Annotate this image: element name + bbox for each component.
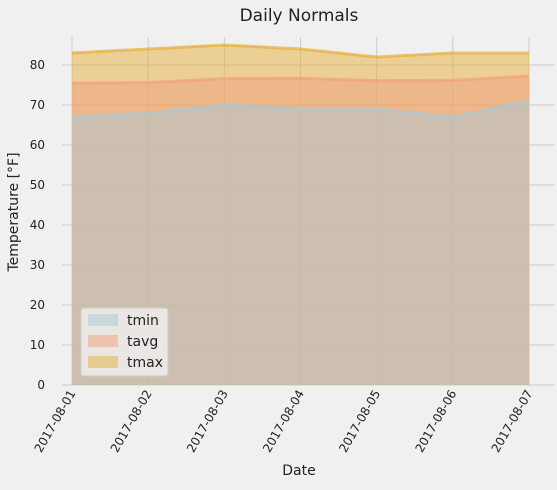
legend-items: tmin tavg tmax	[88, 313, 163, 371]
line-tmin	[71, 99, 530, 119]
x-tick-label: 2017-08-06	[412, 388, 459, 455]
legend: tmin tavg tmax	[80, 307, 169, 377]
x-tick-label: 2017-08-01	[32, 388, 79, 455]
x-tick-label: 2017-08-05	[336, 388, 383, 455]
area-tmin	[72, 101, 529, 385]
y-tick-label: 40	[30, 218, 45, 232]
x-tick-label: 2017-08-03	[184, 388, 231, 455]
plot-areas	[72, 45, 529, 385]
y-tick-label: 60	[30, 138, 45, 152]
y-tick-label: 80	[30, 58, 45, 72]
plot-lines	[71, 43, 530, 119]
legend-label-tmax: tmax	[127, 355, 163, 371]
x-axis-ticks: 2017-08-01 2017-08-02 2017-08-03 2017-08-04…	[32, 388, 536, 455]
x-tick-label: 2017-08-02	[108, 388, 155, 455]
legend-swatch-tmax	[88, 356, 118, 368]
x-axis-label: Date	[282, 463, 315, 479]
y-tick-label: 20	[30, 298, 45, 312]
y-tick-label: 30	[30, 258, 45, 272]
legend-swatch-tmin	[88, 314, 118, 326]
y-tick-label: 10	[30, 338, 45, 352]
y-tick-label: 70	[30, 98, 45, 112]
legend-label-tmin: tmin	[127, 313, 159, 329]
legend-swatch-tavg	[88, 335, 118, 347]
legend-label-tavg: tavg	[127, 334, 158, 350]
y-axis-ticks: 0 10 20 30 40 50 60 70 80	[30, 58, 45, 392]
y-tick-label: 50	[30, 178, 45, 192]
line-tmax	[71, 43, 529, 59]
x-tick-label: 2017-08-04	[260, 388, 307, 455]
y-tick-label: 0	[37, 378, 45, 392]
x-tick-label: 2017-08-07	[489, 388, 536, 455]
chart-title: Daily Normals	[240, 6, 359, 26]
y-axis-label: Temperature [°F]	[6, 152, 22, 272]
line-tavg	[71, 74, 530, 85]
